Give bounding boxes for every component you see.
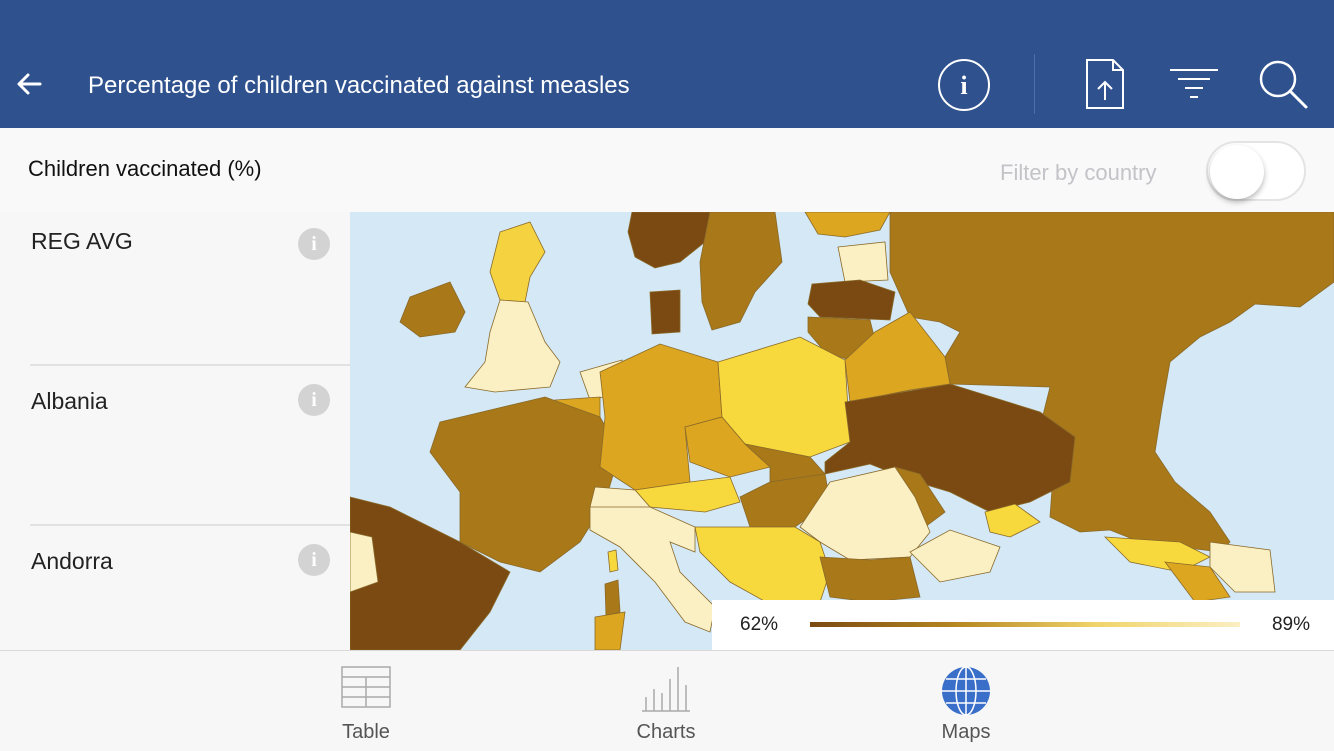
list-item[interactable]: REG AVG i [0, 212, 350, 372]
region-norway [627, 212, 711, 269]
region-latvia [807, 279, 896, 321]
legend-min: 62% [740, 614, 779, 635]
info-icon[interactable]: i [298, 228, 330, 260]
top-app-bar: Percentage of children vaccinated agains… [0, 0, 1334, 128]
info-icon[interactable]: i [298, 544, 330, 576]
tab-label: Maps [941, 721, 991, 743]
globe-icon [942, 666, 990, 716]
country-name: Andorra [31, 548, 113, 574]
region-georgia [1209, 541, 1276, 593]
region-corsica [607, 549, 619, 573]
info-icon[interactable]: i [298, 384, 330, 416]
list-item[interactable]: Andorra i [0, 532, 350, 692]
info-icon[interactable]: i [935, 56, 993, 114]
tab-table[interactable]: Table [266, 651, 466, 751]
legend-gradient [810, 622, 1240, 627]
divider [30, 364, 350, 366]
region-finland [804, 212, 891, 238]
region-portugal [350, 531, 379, 593]
region-spain [350, 496, 511, 650]
europe-choropleth-map[interactable] [350, 212, 1334, 650]
svg-text:i: i [960, 71, 967, 100]
region-russia [889, 212, 1334, 553]
tab-maps[interactable]: Maps [866, 651, 1066, 751]
tab-charts[interactable]: Charts [566, 651, 766, 751]
divider [30, 524, 350, 526]
region-france [429, 396, 621, 573]
region-sicily [594, 611, 626, 650]
header-divider [1034, 54, 1035, 114]
region-ukraine [824, 383, 1076, 513]
toggle-knob [1210, 145, 1264, 199]
search-icon[interactable] [1255, 56, 1313, 114]
region-denmark [649, 289, 681, 335]
share-icon[interactable] [1076, 56, 1134, 114]
region-sardinia [604, 579, 621, 617]
region-serbia [819, 556, 921, 603]
table-icon [341, 666, 391, 708]
filter-icon[interactable] [1165, 56, 1223, 114]
legend-max: 89% [1271, 614, 1310, 635]
region-estonia [837, 241, 889, 283]
tab-label: Charts [636, 721, 696, 743]
bar-chart-icon [642, 667, 690, 712]
region-germany [599, 343, 723, 491]
country-name: Albania [31, 388, 108, 414]
filter-by-country-toggle[interactable] [1206, 141, 1306, 201]
list-item[interactable]: Albania i [0, 372, 350, 532]
bottom-tab-bar: Table Charts Maps [0, 650, 1334, 750]
region-ireland [399, 281, 466, 338]
region-scotland [489, 221, 546, 303]
country-list: REG AVG i Albania i Andorra i [0, 212, 350, 650]
region-sweden [699, 212, 783, 331]
tab-label: Table [342, 721, 390, 743]
back-arrow-icon[interactable] [14, 68, 46, 100]
page-title: Percentage of children vaccinated agains… [88, 72, 630, 99]
region-turkey [1103, 536, 1211, 573]
region-england [464, 299, 561, 393]
region-crimea [984, 503, 1041, 538]
filter-by-country-label: Filter by country [1000, 160, 1157, 185]
indicator-bar [0, 128, 1334, 212]
map-canvas [350, 212, 1334, 650]
country-name: REG AVG [31, 228, 133, 254]
indicator-label: Children vaccinated (%) [28, 156, 262, 181]
map-legend: 62% 89% [712, 600, 1334, 650]
region-bulgaria [909, 529, 1001, 583]
region-balkans [694, 526, 831, 608]
region-armenia [1164, 561, 1231, 603]
